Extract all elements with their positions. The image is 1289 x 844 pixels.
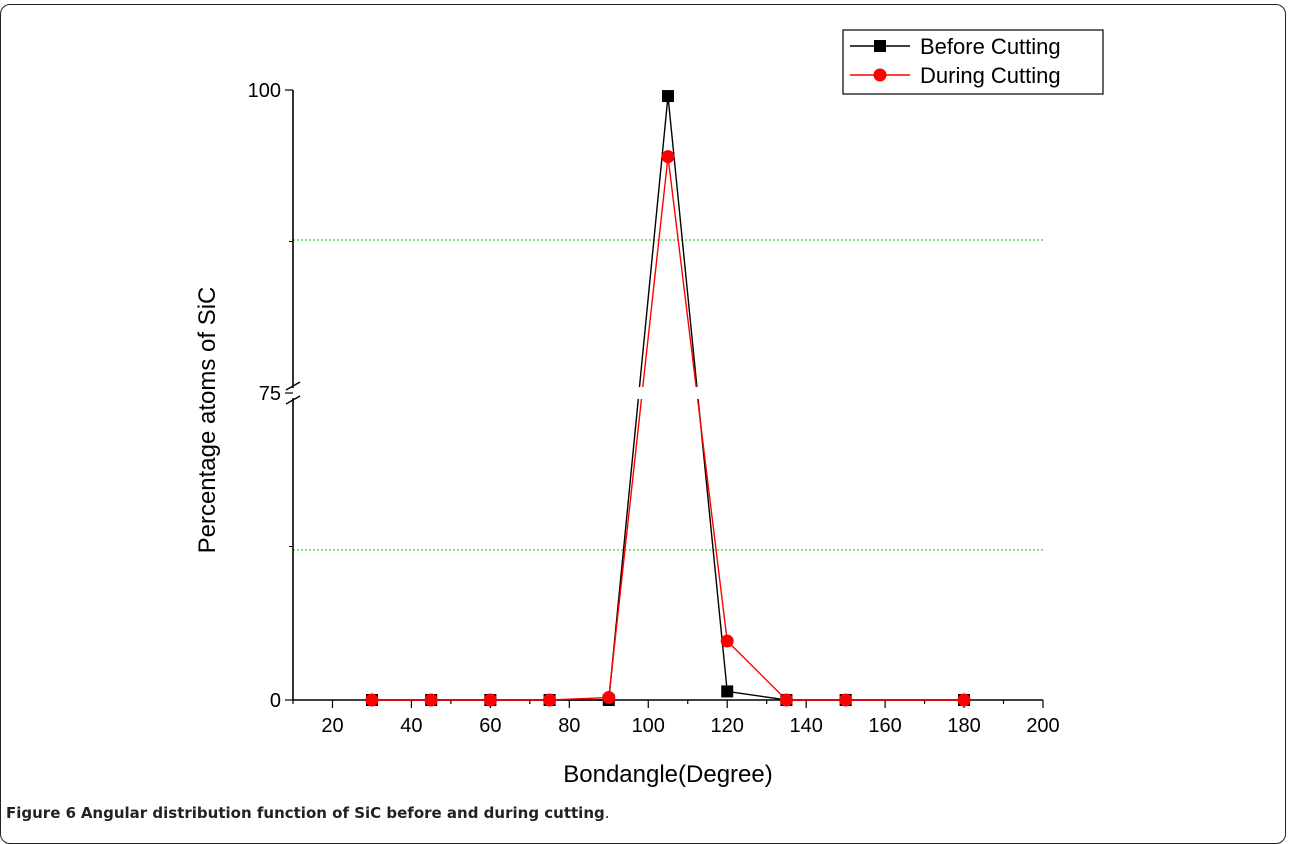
- figure-caption-end: .: [604, 804, 610, 822]
- y-tick-label: 0: [270, 690, 281, 712]
- y-axis-break-mark-0: [285, 381, 301, 391]
- series-1-point-105: [661, 150, 675, 164]
- series-0-point-105: [662, 90, 674, 103]
- series-1-point-180: [957, 693, 971, 707]
- y-tick-label: 100: [248, 80, 281, 102]
- chart-plot: 20 40 60 80 100 120 140 160 180 200 0 75 100 Bondangl…: [194, 29, 1104, 788]
- figure-caption-label: Figure 6: [6, 804, 77, 822]
- legend-label-0: Before Cutting: [920, 34, 1061, 59]
- x-tick-label: 40: [400, 715, 422, 737]
- x-tick-label: 180: [947, 715, 980, 737]
- legend-marker-1: [873, 68, 887, 82]
- series-1-point-45: [424, 693, 438, 707]
- x-axis-title: Bondangle(Degree): [563, 761, 772, 788]
- axis-break-gap: [630, 387, 710, 399]
- x-tick-label: 200: [1026, 715, 1059, 737]
- figure-caption: Figure 6 Angular distribution function o…: [6, 804, 610, 822]
- series-1-point-90: [602, 691, 616, 705]
- x-tick-label: 160: [868, 715, 901, 737]
- y-tick-label: 75: [259, 383, 281, 405]
- y-axis-title: Percentage atoms of SiC: [194, 287, 221, 554]
- figure-caption-text: Angular distribution function of SiC bef…: [80, 804, 605, 822]
- legend-label-1: During Cutting: [920, 63, 1061, 88]
- y-axis-break-mark-1: [285, 395, 301, 405]
- series-1-point-75: [543, 693, 557, 707]
- x-tick-label: 100: [632, 715, 665, 737]
- series-line-1: [371, 156, 965, 701]
- x-tick-label: 20: [321, 715, 343, 737]
- series-1-point-135: [779, 693, 793, 707]
- legend-marker-0: [874, 40, 886, 52]
- x-tick-label: 80: [558, 715, 580, 737]
- x-tick-label: 60: [479, 715, 501, 737]
- legend-box: [842, 29, 1104, 95]
- series-1-point-150: [839, 693, 853, 707]
- series-1-point-120: [720, 634, 734, 648]
- x-tick-label: 120: [711, 715, 744, 737]
- series-0-point-120: [721, 685, 734, 698]
- series-1-point-30: [365, 693, 379, 707]
- series-1-point-60: [483, 693, 497, 707]
- x-tick-label: 140: [789, 715, 822, 737]
